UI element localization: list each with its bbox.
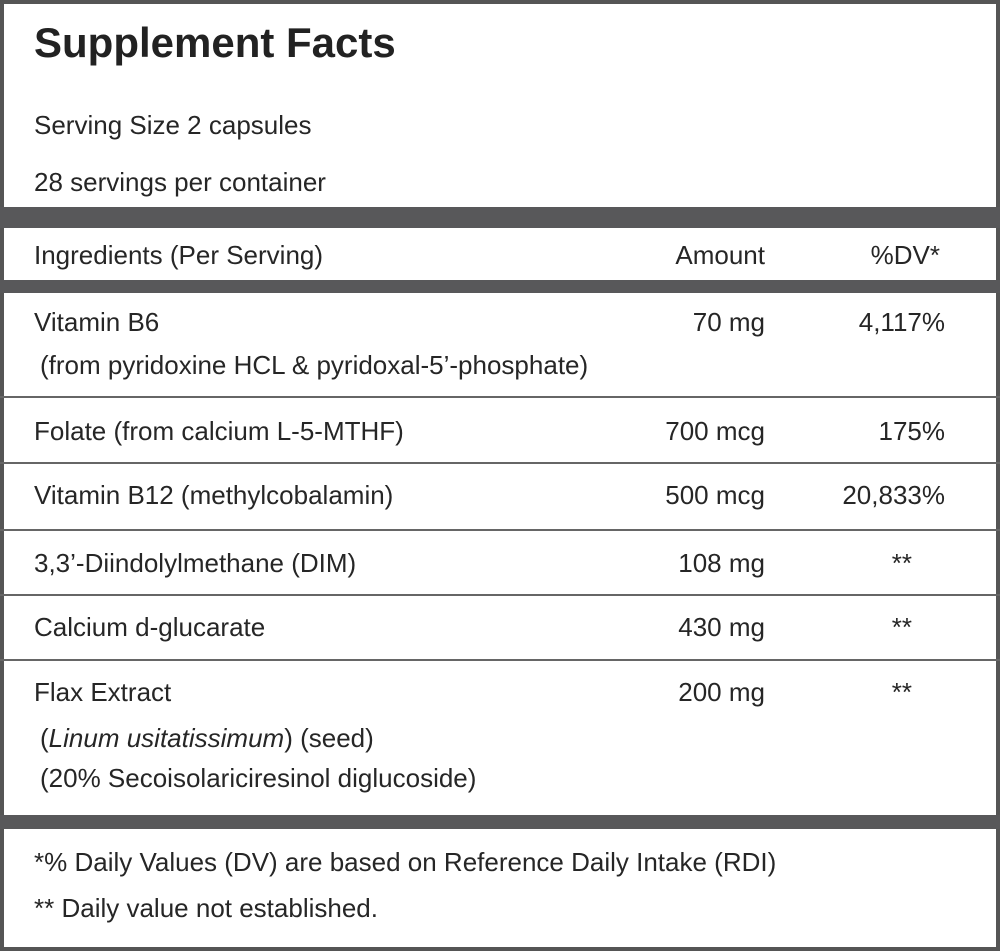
ingredient-name: Folate (from calcium L-5-MTHF) [34, 416, 404, 446]
divider-bar [0, 280, 1000, 293]
ingredient-name: Flax Extract [34, 677, 172, 707]
ingredient-name: Calcium d-glucarate [34, 612, 266, 642]
row-separator [0, 594, 1000, 596]
header-ingredients: Ingredients (Per Serving) [34, 240, 324, 270]
ingredient-name: Vitamin B6 [34, 307, 160, 337]
footnote: ** Daily value not established. [34, 893, 378, 923]
ingredient-amount: 700 mcg [665, 416, 765, 446]
footnote: *% Daily Values (DV) are based on Refere… [34, 847, 777, 877]
header-amount: Amount [675, 240, 765, 270]
row-separator [0, 659, 1000, 661]
ingredient-dv: ** [891, 548, 912, 578]
servings-per-container: 28 servings per container [34, 167, 326, 197]
row-separator [0, 396, 1000, 398]
ingredient-dv: 4,117% [858, 307, 945, 337]
page-title: Supplement Facts [34, 19, 396, 66]
ingredient-amount: 430 mg [678, 612, 765, 642]
serving-size: Serving Size 2 capsules [34, 110, 312, 140]
ingredient-amount: 108 mg [678, 548, 765, 578]
detail-rest: ) (seed) [284, 723, 374, 753]
divider-bar [0, 207, 1000, 228]
header-dv: %DV* [870, 240, 940, 270]
divider-bar [0, 815, 1000, 829]
ingredient-detail: (20% Secoisolariciresinol diglucoside) [40, 763, 477, 793]
row-separator [0, 529, 1000, 531]
ingredient-detail: (Linum usitatissimum) (seed) [40, 722, 374, 754]
ingredient-dv: ** [891, 612, 912, 642]
ingredient-dv: 175% [878, 416, 946, 446]
ingredient-name: Vitamin B12 (methylcobalamin) [34, 480, 394, 510]
ingredient-amount: 70 mg [692, 307, 765, 337]
ingredient-dv: ** [891, 677, 912, 707]
row-separator [0, 462, 1000, 464]
ingredient-amount: 500 mcg [665, 480, 765, 510]
ingredient-dv: 20,833% [842, 480, 945, 510]
latin-name: Linum usitatissimum [48, 723, 285, 753]
ingredient-name: 3,3’-Diindolylmethane (DIM) [34, 548, 357, 578]
ingredient-amount: 200 mg [678, 677, 765, 707]
detail-open: ( [40, 723, 49, 753]
ingredient-detail: (from pyridoxine HCL & pyridoxal-5’-phos… [40, 350, 589, 380]
